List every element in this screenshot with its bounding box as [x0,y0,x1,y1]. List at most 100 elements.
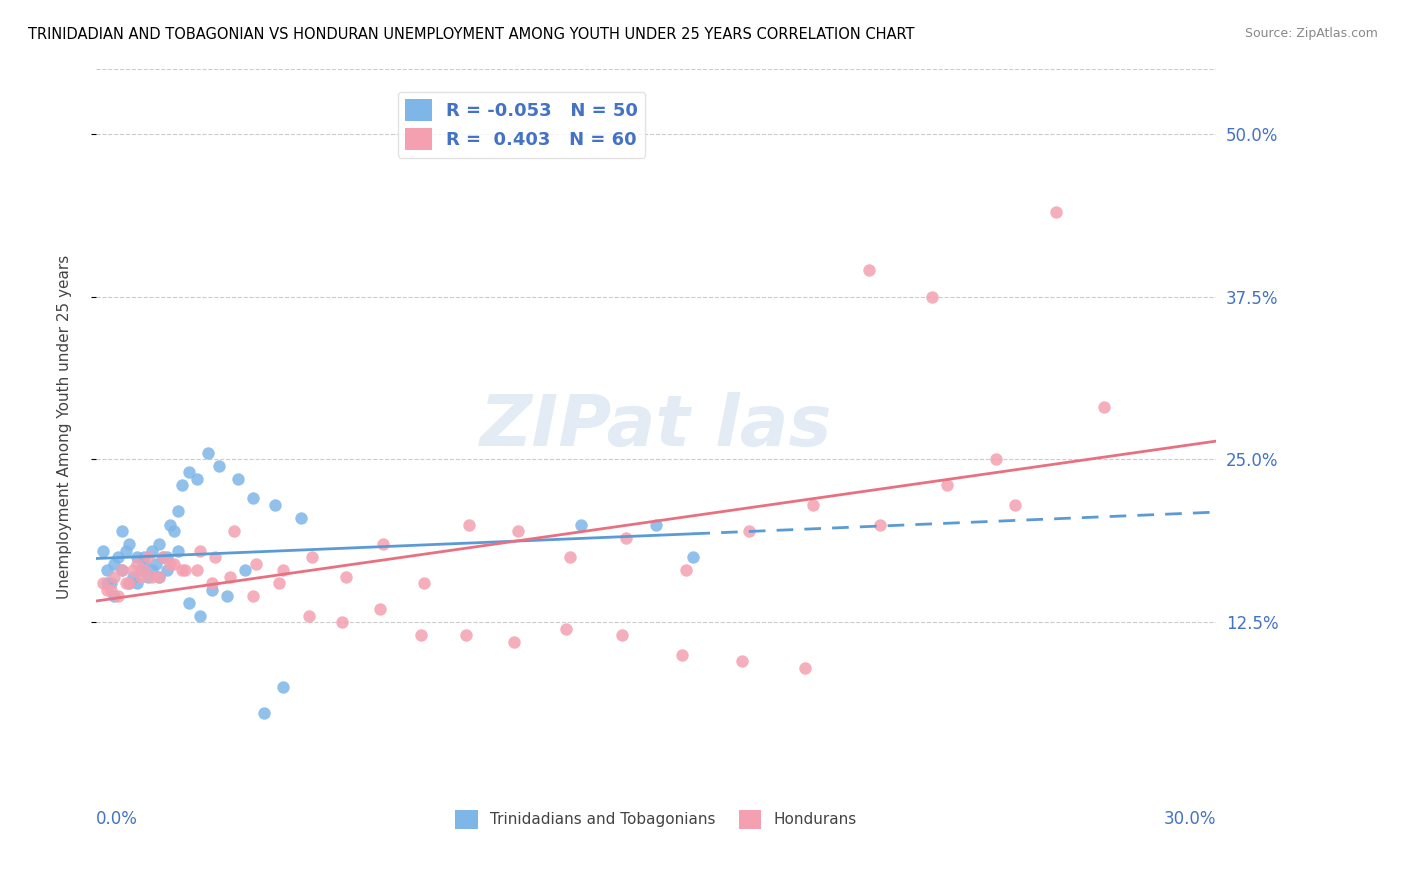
Point [555,622,578,636]
Point [190,608,212,623]
Point [159,517,181,532]
Point [125,557,148,571]
Point [174,563,197,577]
Point [330,615,353,630]
Point [167,504,190,518]
Point [163,557,186,571]
Point [215,589,238,603]
Point [682,550,704,565]
Text: 0.0%: 0.0% [96,810,138,828]
Point [100,582,122,597]
Point [122,563,145,577]
Point [159,557,181,571]
Point [141,563,163,577]
Point [163,524,186,538]
Point [152,550,174,565]
Point [1045,204,1067,219]
Point [264,498,287,512]
Point [118,576,141,591]
Point [738,524,761,538]
Point [125,576,148,591]
Text: ZIPat las: ZIPat las [479,392,832,461]
Point [503,634,526,648]
Point [226,472,249,486]
Point [801,498,824,512]
Point [125,550,148,565]
Point [301,550,323,565]
Point [858,263,880,277]
Point [167,543,190,558]
Point [107,589,129,603]
Point [645,517,668,532]
Point [219,569,242,583]
Point [148,537,170,551]
Point [271,681,294,695]
Text: TRINIDADIAN AND TOBAGONIAN VS HONDURAN UNEMPLOYMENT AMONG YOUTH UNDER 25 YEARS C: TRINIDADIAN AND TOBAGONIAN VS HONDURAN U… [28,27,915,42]
Point [506,524,529,538]
Point [794,661,817,675]
Point [134,550,156,565]
Point [233,563,256,577]
Point [242,589,264,603]
Point [96,563,118,577]
Point [242,491,264,506]
Point [141,543,163,558]
Point [558,550,581,565]
Point [1092,401,1115,415]
Point [152,550,174,565]
Point [222,524,245,538]
Point [984,452,1007,467]
Point [179,596,201,610]
Point [204,550,226,565]
Point [136,569,159,583]
Point [96,576,118,591]
Point [671,648,693,662]
Point [156,550,179,565]
Point [190,543,212,558]
Point [114,543,136,558]
Point [458,517,481,532]
Point [91,576,114,591]
Point [253,706,276,721]
Point [148,569,170,583]
Point [612,628,634,642]
Point [107,550,129,565]
Point [103,589,125,603]
Point [373,537,395,551]
Legend: Trinidadians and Tobagonians, Hondurans: Trinidadians and Tobagonians, Hondurans [449,804,863,835]
Point [290,511,312,525]
Point [134,563,156,577]
Point [111,563,134,577]
Point [141,569,163,583]
Point [96,582,118,597]
Point [869,517,891,532]
Point [200,582,222,597]
Point [91,543,114,558]
Point [936,478,959,492]
Point [298,608,321,623]
Point [111,524,134,538]
Point [454,628,477,642]
Point [186,563,208,577]
Y-axis label: Unemployment Among Youth under 25 years: Unemployment Among Youth under 25 years [58,255,72,599]
Point [675,563,697,577]
Point [413,576,436,591]
Point [1004,498,1026,512]
Point [156,563,179,577]
Point [114,576,136,591]
Point [921,289,943,303]
Point [122,569,145,583]
Point [179,466,201,480]
Point [731,654,754,668]
Point [103,569,125,583]
Point [129,563,152,577]
Point [148,569,170,583]
Point [103,557,125,571]
Point [136,550,159,565]
Point [170,563,193,577]
Point [200,576,222,591]
Point [129,569,152,583]
Point [170,478,193,492]
Point [409,628,432,642]
Point [569,517,592,532]
